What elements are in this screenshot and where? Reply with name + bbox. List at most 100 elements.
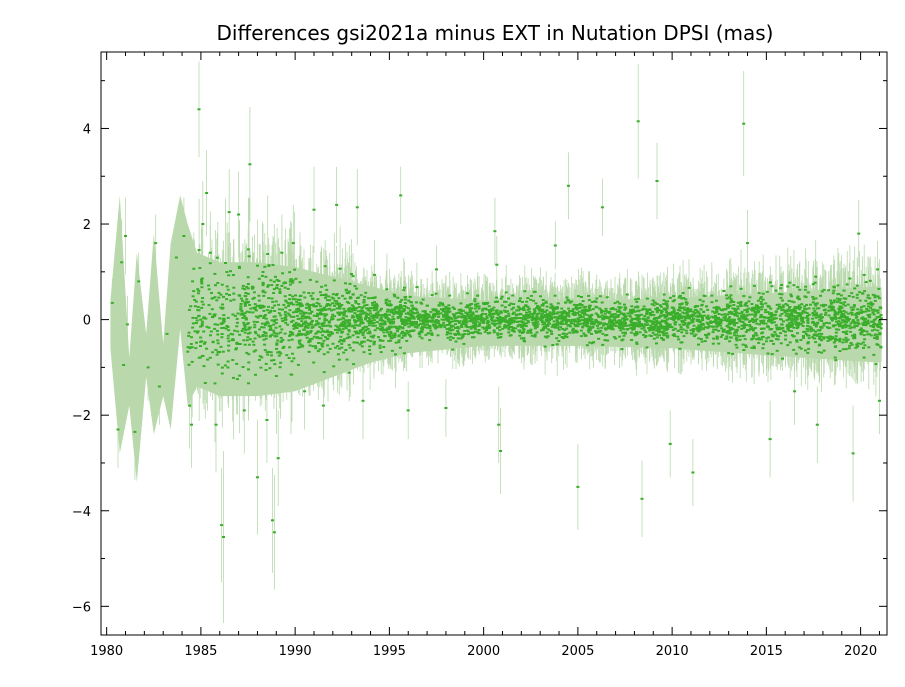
data-point bbox=[247, 382, 250, 385]
data-point bbox=[283, 286, 287, 289]
data-point bbox=[263, 343, 267, 346]
data-point bbox=[326, 351, 330, 354]
data-point bbox=[302, 328, 306, 331]
data-point bbox=[236, 330, 240, 333]
data-point bbox=[211, 297, 215, 300]
data-point bbox=[338, 302, 341, 305]
data-point bbox=[191, 316, 195, 319]
data-point bbox=[280, 284, 284, 287]
data-point bbox=[205, 325, 209, 328]
data-point bbox=[314, 332, 318, 335]
data-point bbox=[318, 305, 322, 308]
data-point bbox=[297, 309, 301, 312]
data-point bbox=[246, 248, 250, 251]
data-point bbox=[335, 300, 339, 303]
data-point bbox=[257, 299, 261, 302]
data-point bbox=[194, 300, 198, 303]
data-point bbox=[199, 318, 203, 321]
data-point bbox=[231, 313, 235, 316]
data-point bbox=[309, 294, 313, 297]
data-point bbox=[309, 331, 313, 334]
data-point bbox=[348, 282, 352, 285]
data-point bbox=[247, 255, 251, 258]
data-point bbox=[259, 315, 263, 317]
data-point bbox=[333, 315, 337, 318]
data-point bbox=[252, 306, 256, 309]
data-point bbox=[335, 307, 339, 310]
data-point bbox=[268, 335, 272, 338]
data-point bbox=[295, 303, 299, 306]
data-point bbox=[300, 320, 304, 323]
data-point bbox=[274, 300, 278, 303]
data-point bbox=[213, 323, 217, 326]
data-point bbox=[319, 294, 323, 297]
data-point bbox=[252, 291, 256, 294]
data-point bbox=[274, 322, 278, 325]
data-point bbox=[317, 317, 321, 320]
data-point bbox=[328, 304, 332, 307]
data-point bbox=[235, 347, 238, 350]
data-point bbox=[216, 342, 220, 345]
data-point bbox=[252, 343, 256, 346]
data-point bbox=[320, 343, 324, 346]
data-point bbox=[348, 309, 352, 312]
data-point bbox=[345, 301, 349, 303]
data-point bbox=[344, 349, 348, 351]
data-point bbox=[294, 294, 297, 297]
data-point bbox=[245, 285, 249, 288]
data-point bbox=[200, 278, 203, 281]
data-point bbox=[241, 327, 245, 330]
data-point bbox=[197, 289, 201, 292]
data-point bbox=[340, 342, 344, 345]
data-point bbox=[200, 280, 204, 283]
data-point bbox=[246, 283, 250, 285]
data-point bbox=[345, 315, 348, 318]
data-point bbox=[244, 317, 248, 320]
data-point bbox=[244, 292, 248, 294]
data-point bbox=[316, 350, 320, 353]
data-point bbox=[334, 346, 337, 349]
data-point bbox=[246, 292, 250, 295]
data-point bbox=[333, 299, 337, 302]
data-point bbox=[311, 298, 315, 301]
data-point bbox=[325, 329, 329, 332]
data-point bbox=[323, 306, 327, 309]
data-point bbox=[198, 356, 202, 359]
data-point bbox=[325, 288, 329, 291]
data-point bbox=[245, 351, 249, 354]
data-point bbox=[284, 315, 288, 318]
data-point bbox=[291, 311, 295, 314]
data-point bbox=[262, 326, 266, 329]
data-point bbox=[256, 316, 260, 319]
data-point bbox=[235, 325, 239, 328]
data-point bbox=[290, 331, 294, 334]
data-point bbox=[265, 320, 269, 323]
data-point bbox=[196, 288, 200, 291]
data-point bbox=[268, 329, 272, 331]
data-point bbox=[199, 345, 202, 347]
data-point bbox=[251, 340, 255, 343]
data-point bbox=[314, 347, 318, 350]
data-point bbox=[200, 306, 204, 309]
data-point bbox=[332, 279, 336, 282]
data-point bbox=[216, 339, 220, 342]
data-point bbox=[281, 347, 285, 349]
data-point bbox=[226, 337, 230, 340]
data-point bbox=[187, 331, 191, 334]
data-point bbox=[270, 284, 274, 287]
data-point bbox=[250, 287, 254, 290]
data-point bbox=[344, 310, 347, 313]
data-point bbox=[329, 318, 333, 321]
data-point bbox=[344, 289, 348, 292]
data-point bbox=[201, 354, 205, 357]
data-point bbox=[327, 324, 331, 327]
data-point bbox=[243, 288, 247, 291]
data-point bbox=[336, 353, 340, 356]
data-point bbox=[308, 338, 312, 341]
data-point bbox=[226, 316, 230, 319]
data-point bbox=[317, 342, 321, 344]
data-point bbox=[346, 321, 350, 324]
data-point bbox=[308, 344, 312, 347]
data-point bbox=[263, 349, 267, 352]
data-point bbox=[300, 325, 304, 328]
